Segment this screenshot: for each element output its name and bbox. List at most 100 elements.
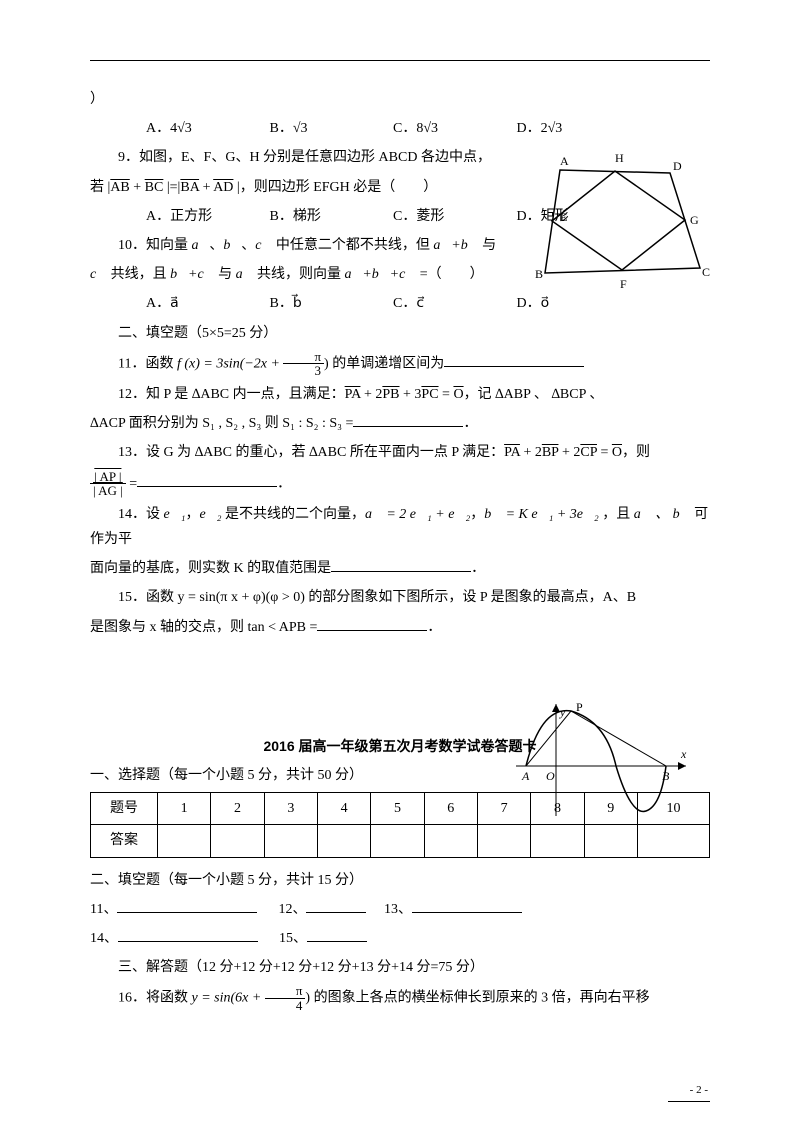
q12-line1: 12．知 P 是 ∆ABC 内一点，且满足：PA + 2PB + 3PC = O…	[90, 382, 710, 407]
td-1	[158, 825, 211, 857]
vec-a: a⃗	[192, 238, 210, 253]
td-label: 答案	[91, 825, 158, 857]
td-7	[477, 825, 530, 857]
vec-o: O	[453, 387, 463, 402]
q16-y: y = sin(6x +	[192, 991, 265, 1006]
th-1: 1	[158, 793, 211, 825]
label-a-axis: A	[521, 769, 530, 783]
th-label: 题号	[91, 793, 158, 825]
q9-opt-b: B．梯形	[242, 204, 362, 229]
q12-l1-pre: 12．知 P 是 ∆ABC 内一点，且满足：	[118, 387, 345, 402]
sine-diagram: y P x A O B	[496, 696, 696, 826]
q13-frac-den: | AG |	[90, 484, 126, 498]
q14-line1: 14．设 e⃗₁，e⃗₂ 是不共线的二个向量，a⃗ = 2 e⃗₁ + e⃗₂，…	[90, 502, 710, 552]
fill-15-label: 15、	[279, 931, 307, 946]
label-g: G	[690, 213, 699, 227]
q14-aeq: a⃗ = 2 e⃗₁ + e⃗₂	[365, 507, 470, 522]
q12-l1-end: ，记 ∆ABP 、 ∆BCP 、	[464, 387, 604, 402]
fill-row1: 11、 12、 13、	[90, 897, 710, 922]
q14-l1-pre: 14．设	[118, 507, 164, 522]
label-h: H	[615, 151, 624, 165]
q10-opt-b: B．b⃗	[242, 291, 362, 316]
q12-line2: ∆ACP 面积分别为 S₁ , S₂ , S₃ 则 S₁ : S₂ : S₃ =…	[90, 411, 710, 436]
fill-header: 二、填空题（每一个小题 5 分，共计 15 分）	[90, 868, 710, 893]
label-b: B	[535, 267, 543, 281]
th-2: 2	[211, 793, 264, 825]
q13-blank	[137, 472, 277, 487]
q10-l1-pre: 10．知向量	[118, 238, 192, 253]
q10-l2-pre: 共线，且	[107, 267, 170, 282]
th-4: 4	[317, 793, 370, 825]
vec-bplusc: b⃗+c⃗	[170, 267, 214, 282]
q16-pre: 16．将函数	[118, 991, 192, 1006]
q16-frac: π4	[265, 984, 306, 1012]
q10-opt-a: A．a⃗	[118, 291, 238, 316]
q13-l1-pre: 13．设 G 为 ∆ABC 的重心，若 ∆ABC 所在平面内一点 P 满足：	[118, 445, 504, 460]
q11-frac-den: 3	[283, 364, 324, 378]
q11-frac-num: π	[283, 350, 324, 365]
q16-frac-num: π	[265, 984, 306, 999]
label-b-axis: B	[662, 769, 670, 783]
q16-post: ) 的图象上各点的横坐标伸长到原来的 3 倍，再向右平移	[305, 991, 649, 1006]
label-y: y	[559, 705, 566, 719]
vec-c2: c⃗	[90, 267, 107, 282]
q13-line1: 13．设 G 为 ∆ABC 的重心，若 ∆ABC 所在平面内一点 P 满足：PA…	[90, 440, 710, 465]
q13-den-vec: | AG |	[93, 483, 123, 498]
q14-l1-end: ，且	[599, 507, 634, 522]
vec-o2: O	[612, 445, 622, 460]
page-number: - 2 -	[668, 1081, 710, 1102]
vec-b: b⃗	[223, 238, 241, 253]
q15-blank	[317, 616, 427, 631]
q9-end: |，则四边形 EFGH 必是（ ）	[237, 180, 437, 195]
quadrilateral-diagram: A H D E G B F C	[530, 148, 710, 298]
vec-e1: e⃗₁	[164, 507, 186, 522]
q14-beq: b⃗ = K e⃗₁ + 3e⃗₂	[484, 507, 599, 522]
q11-fx: f (x) = 3sin(−2x +	[177, 356, 283, 371]
fill-row2: 14、 15、	[90, 926, 710, 951]
td-6	[424, 825, 477, 857]
q9-pre: 若 |	[90, 180, 110, 195]
q16-frac-den: 4	[265, 999, 306, 1013]
q8-opt-b: B．√3	[242, 116, 362, 141]
label-o: O	[546, 769, 555, 783]
section3-title: 三、解答题（12 分+12 分+12 分+12 分+13 分+14 分=75 分…	[90, 955, 710, 980]
q8-opt-a: A．4√3	[118, 116, 238, 141]
vec-ad: AD	[213, 180, 233, 195]
q12-l2-text: ∆ACP 面积分别为 S₁ , S₂ , S₃ 则 S₁ : S₂ : S₃ =	[90, 416, 353, 431]
q11-pre: 11．函数	[118, 356, 177, 371]
inner-quad	[552, 171, 685, 270]
q13-eq: =	[126, 476, 137, 491]
q13-line2: | AP || AG | =．	[90, 470, 710, 498]
fill-14-blank	[118, 927, 258, 942]
vec-pb: PB	[382, 387, 399, 402]
q9-plus2: +	[199, 180, 213, 195]
section2-title: 二、填空题（5×5=25 分）	[90, 321, 710, 346]
q10-l2-end: 共线，则向量	[253, 267, 344, 282]
fill-11-blank	[117, 898, 257, 913]
th-6: 6	[424, 793, 477, 825]
td-3	[264, 825, 317, 857]
vec-a2: a⃗	[236, 267, 254, 282]
th-3: 3	[264, 793, 317, 825]
q10-eq: =（ ）	[416, 267, 483, 282]
fill-13-label: 13、	[384, 902, 412, 917]
label-e: E	[560, 210, 567, 224]
vec-ab: AB	[110, 180, 129, 195]
q11-blank	[444, 352, 584, 367]
y-arrow	[552, 704, 560, 712]
fill-14-label: 14、	[90, 931, 118, 946]
q9-plus1: +	[130, 180, 145, 195]
vec-bp: BP	[542, 445, 559, 460]
q14-line2: 面向量的基底，则实数 K 的取值范围是．	[90, 556, 710, 581]
fill-12-label: 12、	[278, 902, 306, 917]
label-d: D	[673, 159, 682, 173]
td-9	[584, 825, 637, 857]
td-5	[371, 825, 424, 857]
q15-l2-pre: 是图象与 x 轴的交点，则 tan < APB =	[90, 620, 317, 635]
q15-line2: 是图象与 x 轴的交点，则 tan < APB =．	[90, 615, 710, 640]
td-4	[317, 825, 370, 857]
vec-pc: PC	[421, 387, 438, 402]
outer-quad	[545, 170, 700, 273]
fill-13-blank	[412, 898, 522, 913]
label-a: A	[560, 154, 569, 168]
